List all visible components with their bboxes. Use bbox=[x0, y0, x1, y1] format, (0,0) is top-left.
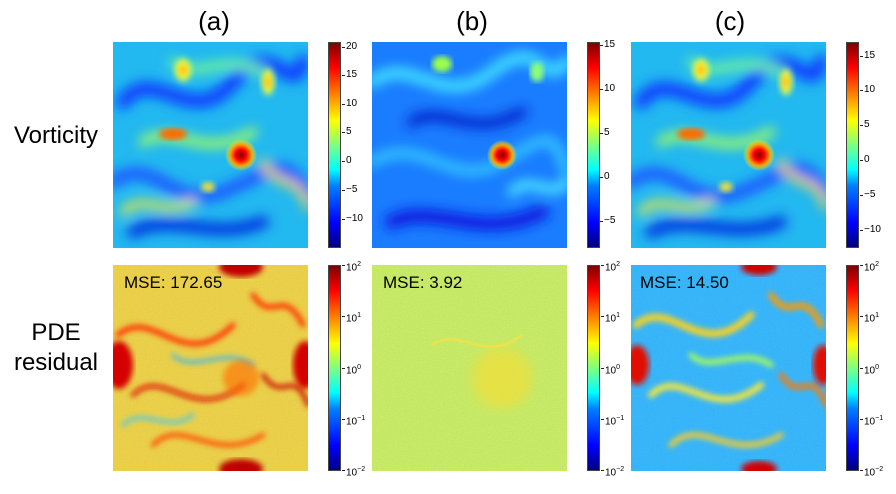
tick-label: 5 bbox=[600, 127, 610, 138]
tick-label: 10−2 bbox=[600, 466, 625, 479]
column-title-b: (b) bbox=[456, 6, 488, 36]
vorticity-panel-c bbox=[631, 42, 826, 248]
tick-label: 0 bbox=[342, 155, 352, 166]
tick-label: 20 bbox=[341, 41, 358, 52]
tick-label: 10−2 bbox=[859, 466, 884, 479]
tick-label: 100 bbox=[341, 364, 362, 377]
tick-label: 10−2 bbox=[341, 466, 366, 479]
row-label-residual: residual bbox=[13, 349, 99, 376]
row-label-pde-residual: PDE residual bbox=[0, 318, 112, 378]
residual-colorbar-a bbox=[328, 265, 341, 471]
tick-label: 101 bbox=[341, 312, 362, 325]
tick-label: 10−1 bbox=[859, 415, 884, 428]
row-label-vorticity: Vorticity bbox=[13, 122, 99, 149]
tick-label: 102 bbox=[341, 261, 362, 274]
tick-label: 10−1 bbox=[341, 415, 366, 428]
tick-label: 15 bbox=[859, 50, 876, 61]
tick-label: 10−1 bbox=[600, 415, 625, 428]
vorticity-colorbar-a bbox=[328, 42, 341, 248]
residual-colorbar-c bbox=[846, 265, 859, 471]
tick-label: 15 bbox=[599, 39, 616, 50]
tick-label: 102 bbox=[600, 261, 621, 274]
vorticity-colorbar-c bbox=[846, 42, 859, 248]
tick-label: 15 bbox=[341, 69, 358, 80]
vorticity-panel-a bbox=[113, 42, 308, 248]
row-label-pde: PDE bbox=[31, 319, 81, 346]
tick-label: −5 bbox=[859, 189, 876, 200]
tick-label: 10 bbox=[859, 84, 876, 95]
vorticity-panel-b bbox=[372, 42, 567, 248]
tick-label: 10 bbox=[599, 83, 616, 94]
tick-label: −10 bbox=[860, 224, 881, 235]
residual-panel-c bbox=[631, 265, 826, 471]
mse-label-b: MSE: 3.92 bbox=[383, 273, 463, 292]
tick-label: 101 bbox=[600, 312, 621, 325]
tick-label: 100 bbox=[600, 364, 621, 377]
residual-colorbar-b bbox=[587, 265, 600, 471]
tick-label: 102 bbox=[859, 261, 880, 274]
residual-panel-a bbox=[113, 265, 308, 471]
tick-label: −5 bbox=[599, 215, 616, 226]
column-title-a: (a) bbox=[198, 6, 230, 36]
tick-label: 0 bbox=[600, 171, 610, 182]
tick-label: 100 bbox=[859, 364, 880, 377]
residual-panel-b bbox=[372, 265, 567, 471]
tick-label: 0 bbox=[860, 154, 870, 165]
tick-label: 5 bbox=[860, 119, 870, 130]
tick-label: 101 bbox=[859, 312, 880, 325]
mse-label-c: MSE: 14.50 bbox=[640, 273, 729, 292]
tick-label: −5 bbox=[341, 184, 358, 195]
column-title-c: (c) bbox=[714, 6, 746, 36]
tick-label: 10 bbox=[341, 98, 358, 109]
tick-label: 5 bbox=[342, 126, 352, 137]
tick-label: −10 bbox=[342, 213, 363, 224]
mse-label-a: MSE: 172.65 bbox=[124, 273, 223, 292]
vorticity-colorbar-b bbox=[587, 42, 600, 248]
